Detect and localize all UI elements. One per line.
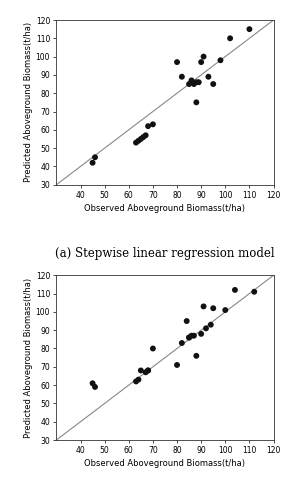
Point — [209, 320, 213, 328]
Point — [194, 98, 199, 106]
Point — [206, 72, 211, 80]
Point — [187, 334, 191, 342]
Point — [141, 133, 146, 141]
Point — [204, 324, 208, 332]
Point — [134, 138, 138, 146]
Point — [134, 378, 138, 386]
Point — [144, 132, 148, 140]
Point — [146, 122, 150, 130]
Point — [233, 286, 237, 294]
Point — [180, 72, 184, 80]
Point — [189, 78, 194, 86]
Point — [199, 330, 203, 338]
Point — [138, 135, 143, 143]
Point — [151, 344, 155, 352]
Y-axis label: Predicted Aboveground Biomass(t/ha): Predicted Aboveground Biomass(t/ha) — [24, 278, 33, 438]
Point — [144, 368, 148, 376]
Point — [252, 288, 257, 296]
Point — [146, 366, 150, 374]
Point — [136, 137, 141, 145]
Point — [146, 366, 150, 374]
Point — [223, 306, 228, 314]
Point — [175, 58, 179, 66]
Point — [187, 334, 191, 342]
Point — [194, 78, 199, 86]
Point — [90, 158, 95, 166]
Point — [93, 154, 97, 162]
Point — [192, 80, 196, 88]
Point — [189, 76, 194, 84]
Point — [192, 332, 196, 340]
Point — [201, 52, 206, 60]
Point — [201, 302, 206, 310]
Point — [93, 383, 97, 391]
Point — [197, 78, 201, 86]
X-axis label: Observed Aboveground Biomass(t/ha): Observed Aboveground Biomass(t/ha) — [85, 204, 245, 213]
Text: (a) Stepwise linear regression model: (a) Stepwise linear regression model — [55, 248, 275, 260]
Point — [180, 339, 184, 347]
Point — [151, 120, 155, 128]
Point — [184, 317, 189, 325]
X-axis label: Observed Aboveground Biomass(t/ha): Observed Aboveground Biomass(t/ha) — [85, 460, 245, 468]
Point — [211, 304, 215, 312]
Point — [194, 352, 199, 360]
Point — [187, 80, 191, 88]
Point — [199, 58, 203, 66]
Point — [189, 332, 194, 340]
Point — [247, 25, 252, 33]
Y-axis label: Predicted Aboveground Biomass(t/ha): Predicted Aboveground Biomass(t/ha) — [24, 22, 33, 182]
Point — [90, 380, 95, 388]
Point — [228, 34, 232, 42]
Point — [211, 80, 215, 88]
Point — [175, 361, 179, 369]
Point — [138, 366, 143, 374]
Point — [136, 376, 141, 384]
Point — [218, 56, 223, 64]
